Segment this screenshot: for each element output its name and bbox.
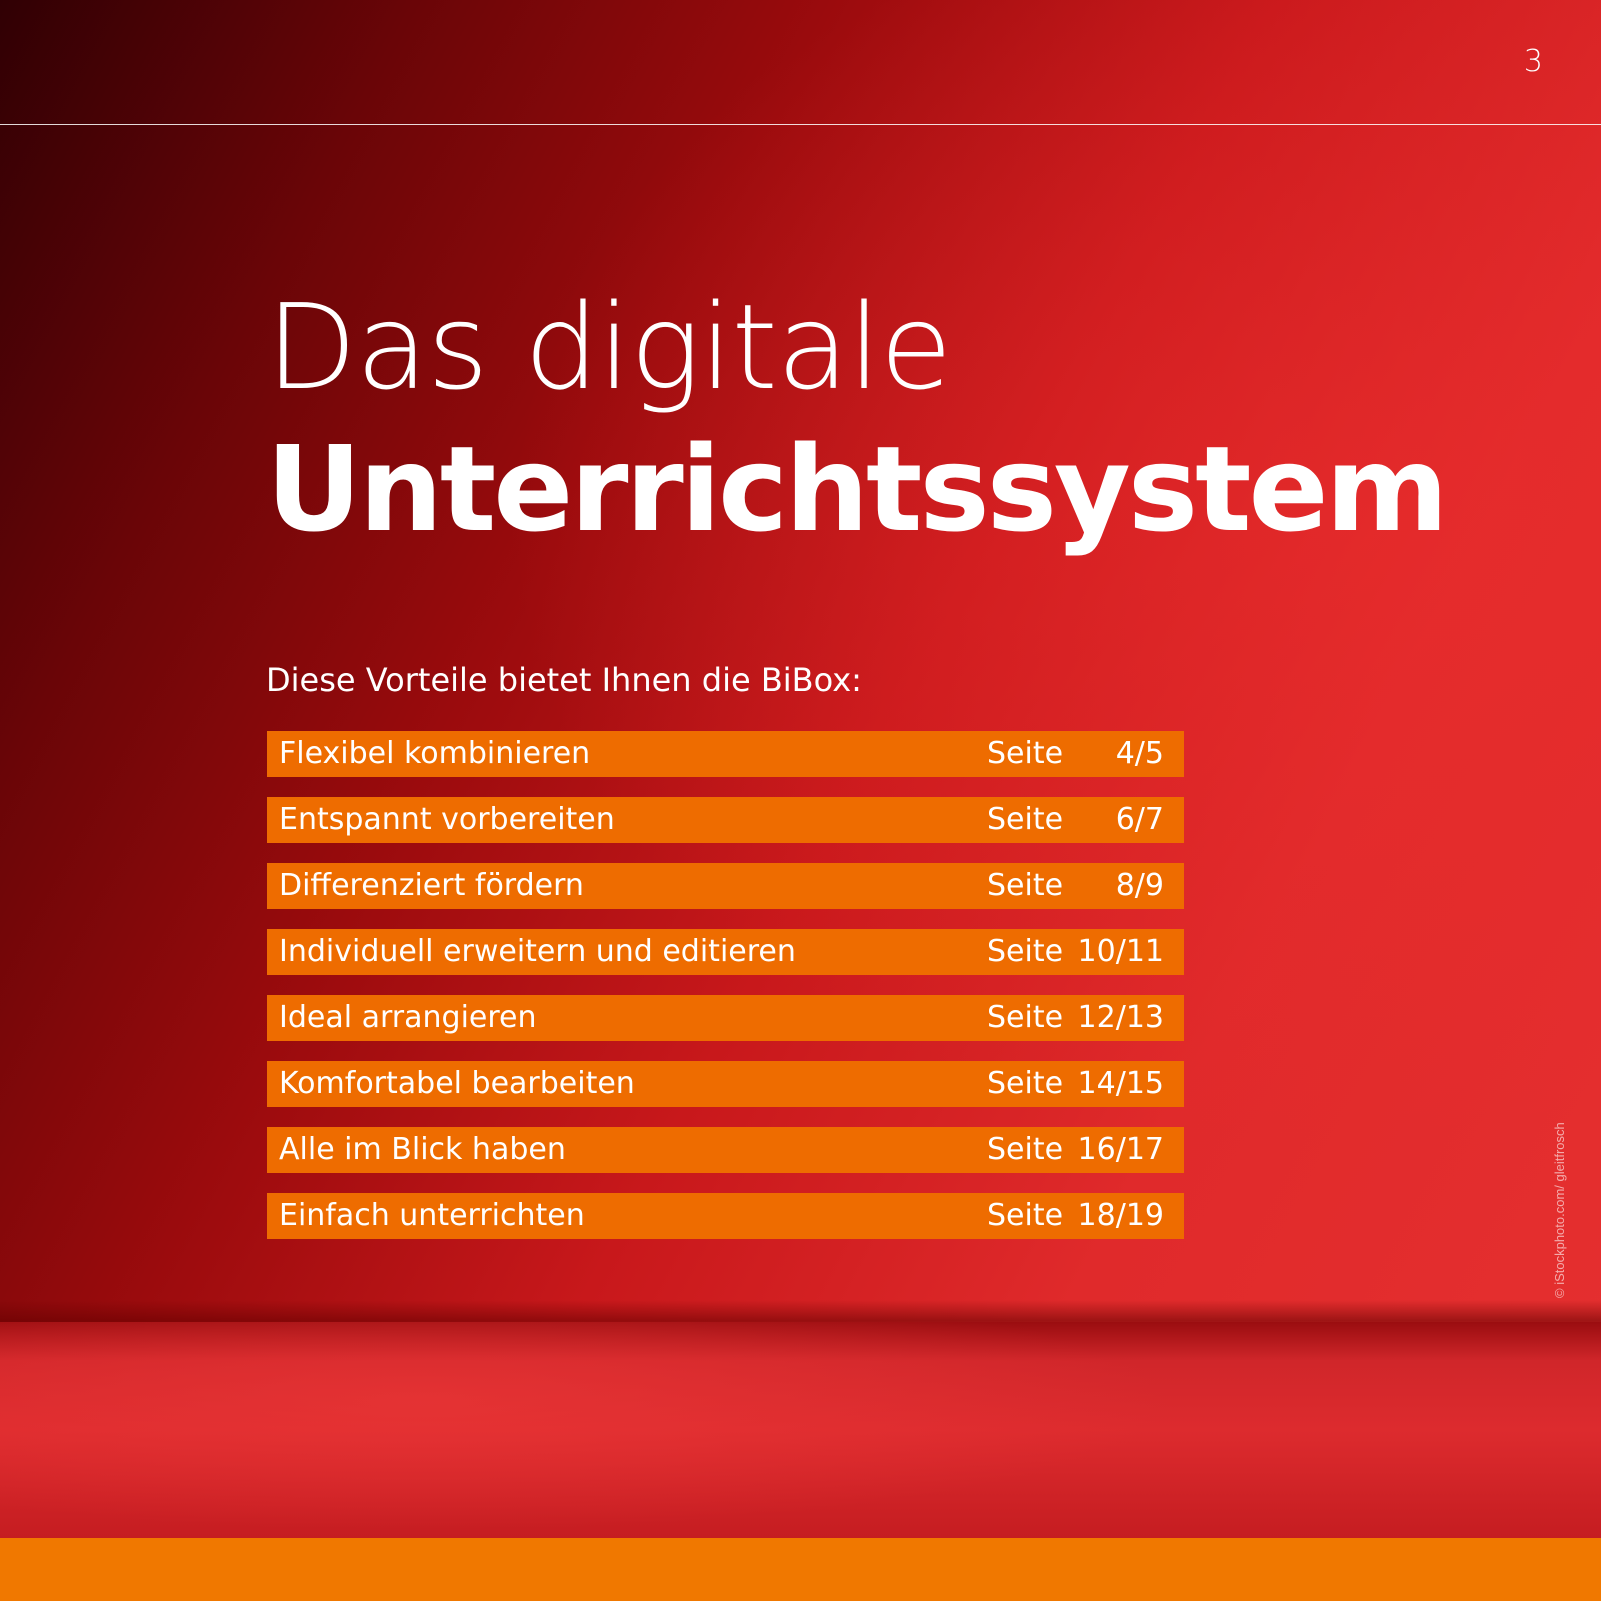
toc-item-seite: Seite <box>987 1132 1064 1167</box>
toc-item-seite: Seite <box>987 1198 1064 1233</box>
toc-item-seite: Seite <box>987 868 1064 903</box>
toc-item-seite: Seite <box>987 934 1064 969</box>
toc-item-label: Komfortabel bearbeiten <box>279 1066 635 1101</box>
toc-item-label: Differenziert fördern <box>279 868 584 903</box>
toc-item-label: Ideal arrangieren <box>279 1000 537 1035</box>
toc-item-seite: Seite <box>987 1000 1064 1035</box>
toc-item-pages: 16/17 <box>1077 1132 1164 1167</box>
toc-item-entspannt-vorbereiten[interactable]: Entspannt vorbereiten Seite 6/7 <box>267 797 1184 843</box>
toc-item-pages: 4/5 <box>1115 736 1164 771</box>
toc-item-seite: Seite <box>987 1066 1064 1101</box>
intro-text: Diese Vorteile bietet Ihnen die BiBox: <box>266 661 862 699</box>
toc-item-seite: Seite <box>987 802 1064 837</box>
title-line-bold: Unterrichtssystem <box>266 420 1448 558</box>
toc-item-pages: 12/13 <box>1077 1000 1164 1035</box>
backdrop-floor <box>0 1322 1601 1538</box>
toc-item-seite: Seite <box>987 736 1064 771</box>
page-title: Das digitale Unterrichtssystem <box>266 278 1448 562</box>
toc-item-label: Individuell erweitern und editieren <box>279 934 796 969</box>
toc-item-pages: 14/15 <box>1077 1066 1164 1101</box>
table-of-contents: Flexibel kombinieren Seite 4/5 Entspannt… <box>267 731 1184 1259</box>
footer-bar <box>0 1538 1601 1601</box>
toc-item-komfortabel-bearbeiten[interactable]: Komfortabel bearbeiten Seite 14/15 <box>267 1061 1184 1107</box>
toc-item-pages: 8/9 <box>1115 868 1164 903</box>
toc-item-einfach-unterrichten[interactable]: Einfach unterrichten Seite 18/19 <box>267 1193 1184 1239</box>
photo-credit: © iStockphoto.com/ gleitfrosch <box>1552 1122 1567 1298</box>
toc-item-individuell-erweitern[interactable]: Individuell erweitern und editieren Seit… <box>267 929 1184 975</box>
toc-item-label: Einfach unterrichten <box>279 1198 585 1233</box>
toc-item-label: Alle im Blick haben <box>279 1132 566 1167</box>
toc-item-differenziert-foerdern[interactable]: Differenziert fördern Seite 8/9 <box>267 863 1184 909</box>
page-number: 3 <box>1523 44 1543 79</box>
title-line-light: Das digitale <box>266 278 952 416</box>
toc-item-pages: 18/19 <box>1077 1198 1164 1233</box>
toc-item-pages: 10/11 <box>1077 934 1164 969</box>
toc-item-label: Flexibel kombinieren <box>279 736 591 771</box>
toc-item-flexibel-kombinieren[interactable]: Flexibel kombinieren Seite 4/5 <box>267 731 1184 777</box>
header-divider <box>0 124 1601 125</box>
toc-item-pages: 6/7 <box>1115 802 1164 837</box>
toc-item-label: Entspannt vorbereiten <box>279 802 615 837</box>
toc-item-ideal-arrangieren[interactable]: Ideal arrangieren Seite 12/13 <box>267 995 1184 1041</box>
toc-item-alle-im-blick[interactable]: Alle im Blick haben Seite 16/17 <box>267 1127 1184 1173</box>
